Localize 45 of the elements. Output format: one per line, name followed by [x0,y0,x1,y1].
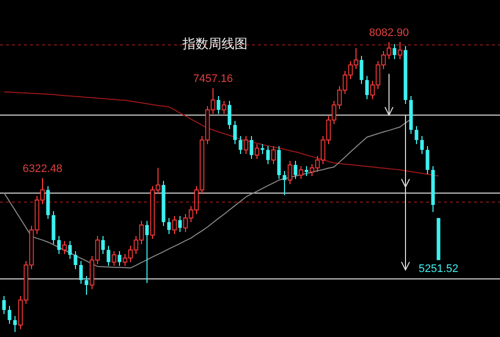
candlestick [254,144,260,160]
candlestick [8,305,12,324]
candlestick [112,250,116,266]
candlestick [172,216,177,234]
candlestick [266,146,270,165]
candlestick [106,245,110,266]
annotation: 5251.52 [418,263,458,276]
candlestick [298,166,304,180]
candlestick [250,135,254,160]
candlestick [101,236,105,254]
candlestick [74,250,78,270]
candlestick [398,42,402,60]
candlestick [79,260,83,284]
candlestick [233,120,237,145]
candlestick [145,220,149,284]
candlestick [167,218,171,234]
candlestick [282,170,286,196]
candlestick [244,135,248,154]
annotation: 6322.48 [22,163,62,176]
candlestick [420,135,424,154]
candlestick [57,236,61,254]
candlestick [178,216,182,232]
chart-title: 指数周线图 [182,37,248,52]
candlestick [426,146,430,174]
candlestick [216,95,220,114]
candlestick [222,100,226,114]
candlestick [62,240,67,254]
candlestick [13,316,17,332]
candlestick [271,146,276,165]
candlestick [392,44,396,60]
candlestick [238,135,242,154]
candlestick [304,166,308,176]
candlestick [360,55,364,85]
candlestick [228,100,232,130]
candlestick [365,75,369,100]
candlestick [414,126,418,145]
candlestick [260,144,264,154]
candlestick [294,160,298,180]
candlestick [2,296,6,315]
annotation: 7457.16 [193,73,233,86]
annotation: 8082.90 [369,27,409,39]
candlestick [68,240,72,260]
candlestick [84,276,88,296]
candlestick [118,250,122,266]
candlestick [288,160,292,185]
